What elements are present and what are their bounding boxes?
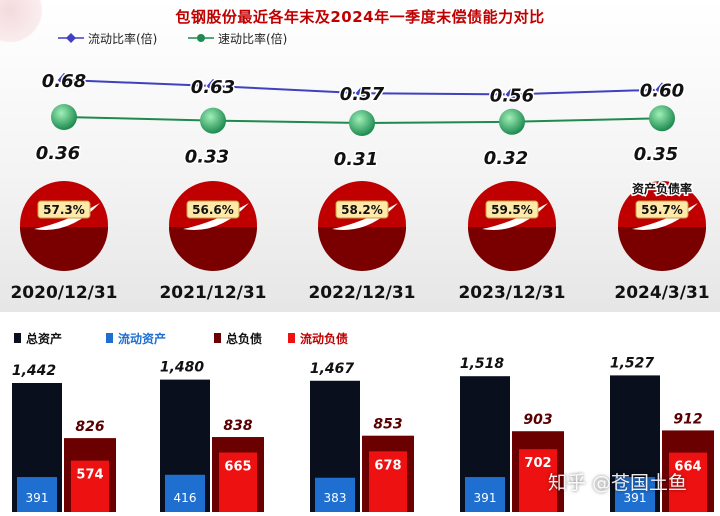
debt-ratio-label: 58.2% xyxy=(341,203,383,217)
current-liabilities-label: 678 xyxy=(374,458,401,473)
debt-ratio-label: 59.5% xyxy=(491,203,533,217)
quick-ratio-point xyxy=(649,105,675,132)
bar-legend-label: 流动负债 xyxy=(300,331,348,346)
total-liabilities-label: 838 xyxy=(223,418,252,434)
category-label: 2023/12/31 xyxy=(458,283,565,303)
debt-ratio-pie-dark-part xyxy=(20,227,108,271)
debt-ratio-label-box xyxy=(485,200,539,219)
total-assets-label: 1,480 xyxy=(160,360,205,376)
debt-ratio-pie-swoosh xyxy=(34,203,100,230)
quick-ratio-point xyxy=(51,104,77,130)
total-assets-label: 1,467 xyxy=(310,361,355,377)
debt-ratio-label: 59.7% xyxy=(641,203,683,217)
current-ratio-label: 0.57 xyxy=(340,84,385,105)
debt-ratio-label-box xyxy=(635,200,689,219)
current-liabilities-bar xyxy=(369,451,407,512)
bar-legend-swatch xyxy=(14,333,21,343)
bar-legend-swatch xyxy=(106,333,113,343)
total-assets-label: 1,442 xyxy=(12,363,56,379)
current-ratio-label: 0.68 xyxy=(42,71,86,92)
legend-current-ratio-marker xyxy=(66,33,76,43)
watermark: 知乎 @苍国土鱼 xyxy=(548,472,688,494)
current-assets-label: 416 xyxy=(174,491,197,505)
current-ratio-label: 0.63 xyxy=(191,77,235,98)
current-assets-label: 391 xyxy=(624,491,647,505)
category-label: 2021/12/31 xyxy=(159,283,266,303)
current-assets-bar xyxy=(17,477,57,512)
category-label: 2020/12/31 xyxy=(10,283,117,303)
quick-ratio-point xyxy=(349,110,375,136)
current-assets-label: 383 xyxy=(324,491,347,505)
current-liabilities-bar xyxy=(219,452,257,512)
current-assets-bar xyxy=(465,477,505,512)
debt-ratio-label-box xyxy=(186,200,240,219)
debt-ratio-pie-swoosh xyxy=(632,203,698,230)
current-liabilities-label: 574 xyxy=(76,468,103,483)
debt-ratio-pie-swoosh xyxy=(183,203,249,230)
current-liabilities-bar xyxy=(519,449,557,512)
chart-title: 包钢股份最近各年末及2024年一季度末偿债能力对比 xyxy=(175,8,545,26)
debt-ratio-pie-dark-part xyxy=(318,227,406,271)
debt-ratio-label-box xyxy=(335,200,389,219)
debt-ratio-label: 57.3% xyxy=(43,203,85,217)
current-liabilities-bar xyxy=(71,460,109,512)
bar-legend-label: 流动资产 xyxy=(118,331,166,346)
current-liabilities-label: 664 xyxy=(674,460,701,475)
total-liabilities-label: 826 xyxy=(75,419,104,435)
current-ratio-label: 0.60 xyxy=(640,81,684,102)
current-ratio-point xyxy=(205,77,221,95)
legend-quick-ratio-label: 速动比率(倍) xyxy=(218,31,287,46)
current-ratio-point xyxy=(354,84,370,102)
bar-legend-label: 总资产 xyxy=(26,331,62,346)
debt-ratio-label-box xyxy=(37,200,91,219)
quick-ratio-point xyxy=(499,108,525,135)
category-label: 2022/12/31 xyxy=(308,283,415,303)
category-label: 2024/3/31 xyxy=(614,283,709,303)
debt-ratio-pie-dark-part xyxy=(169,227,257,271)
legend-quick-ratio-marker xyxy=(197,34,205,42)
current-assets-bar xyxy=(165,474,205,512)
debt-ratio-pie-dark-part xyxy=(618,227,706,271)
bar-legend-swatch xyxy=(288,333,295,343)
current-liabilities-label: 665 xyxy=(224,460,251,475)
legend-current-ratio-label: 流动比率(倍) xyxy=(88,31,157,46)
current-assets-bar xyxy=(315,477,355,512)
total-liabilities-label: 912 xyxy=(673,411,702,427)
quick-ratio-label: 0.35 xyxy=(634,144,678,165)
quick-ratio-label: 0.31 xyxy=(334,149,378,170)
quick-ratio-label: 0.36 xyxy=(36,143,80,164)
current-assets-label: 391 xyxy=(474,491,497,505)
current-ratio-point xyxy=(504,85,520,104)
quick-ratio-point xyxy=(200,107,226,134)
bar-legend-swatch xyxy=(214,333,221,343)
total-assets-label: 1,518 xyxy=(460,356,505,372)
current-assets-label: 391 xyxy=(26,491,49,505)
total-liabilities-label: 903 xyxy=(523,412,552,428)
current-liabilities-label: 702 xyxy=(524,456,551,471)
current-ratio-point xyxy=(56,71,72,89)
quick-ratio-label: 0.32 xyxy=(484,148,528,169)
total-assets-label: 1,527 xyxy=(610,355,655,371)
current-liabilities-bar xyxy=(669,452,707,512)
debt-ratio-series-label: 资产负债率 xyxy=(632,181,692,196)
debt-ratio-label: 56.6% xyxy=(192,203,234,217)
current-assets-bar xyxy=(615,477,655,512)
quick-ratio-label: 0.33 xyxy=(185,147,229,168)
current-ratio-point xyxy=(654,80,670,99)
total-liabilities-label: 853 xyxy=(373,417,402,433)
debt-ratio-pie-dark-part xyxy=(468,227,556,271)
debt-ratio-pie-swoosh xyxy=(482,203,548,230)
current-ratio-label: 0.56 xyxy=(490,85,534,106)
debt-ratio-pie-swoosh xyxy=(332,203,398,230)
bar-legend-label: 总负债 xyxy=(226,331,262,346)
